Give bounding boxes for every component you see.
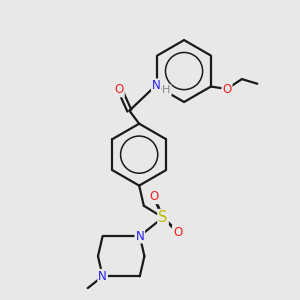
Text: N: N xyxy=(98,270,107,283)
Text: N: N xyxy=(135,230,144,243)
Text: H: H xyxy=(162,85,171,95)
Text: N: N xyxy=(152,80,161,92)
Text: O: O xyxy=(150,190,159,203)
Text: O: O xyxy=(173,226,182,238)
Text: S: S xyxy=(158,210,168,225)
Text: O: O xyxy=(222,82,232,95)
Text: O: O xyxy=(115,83,124,96)
